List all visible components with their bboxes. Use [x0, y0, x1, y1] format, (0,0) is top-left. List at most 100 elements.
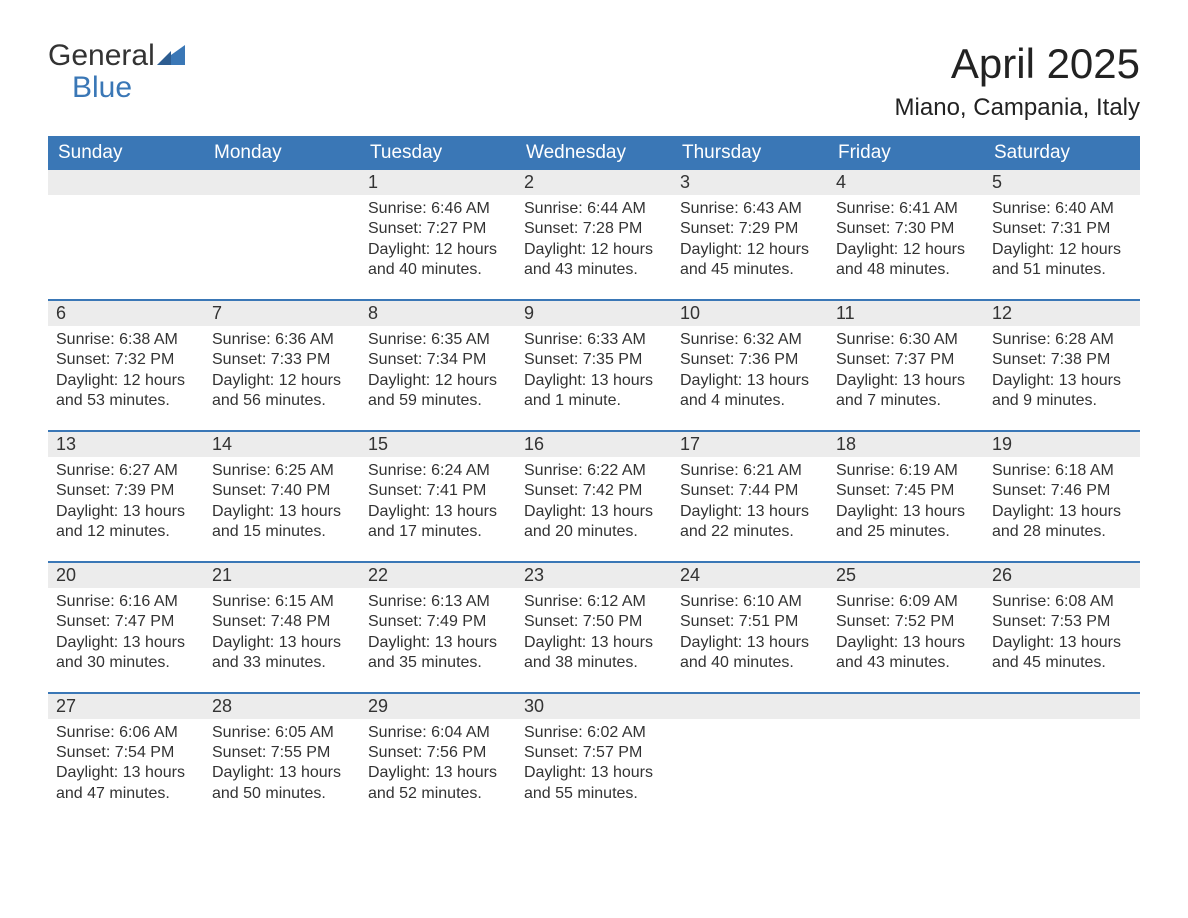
sunset-line: Sunset: 7:38 PM [992, 350, 1132, 370]
sunrise-line: Sunrise: 6:09 AM [836, 592, 976, 612]
day-number: 24 [672, 563, 828, 588]
day-header: Thursday [672, 136, 828, 170]
daylight-line: Daylight: 13 hours and 55 minutes. [524, 763, 664, 804]
calendar-day: 30 Sunrise: 6:02 AMSunset: 7:57 PMDayligh… [516, 693, 672, 823]
day-details: Sunrise: 6:36 AMSunset: 7:33 PMDaylight:… [208, 330, 356, 412]
header-row: General Blue April 2025 Miano, Campania,… [48, 40, 1140, 132]
sunset-line: Sunset: 7:31 PM [992, 219, 1132, 239]
day-details: Sunrise: 6:06 AMSunset: 7:54 PMDaylight:… [52, 723, 200, 805]
day-number: 1 [360, 170, 516, 195]
day-number [828, 694, 984, 719]
sunset-line: Sunset: 7:33 PM [212, 350, 352, 370]
day-number: 8 [360, 301, 516, 326]
sunrise-line: Sunrise: 6:02 AM [524, 723, 664, 743]
calendar-day: 10Sunrise: 6:32 AMSunset: 7:36 PMDayligh… [672, 300, 828, 431]
calendar-day: 28Sunrise: 6:05 AMSunset: 7:55 PMDayligh… [204, 693, 360, 823]
calendar-day: 18Sunrise: 6:19 AMSunset: 7:45 PMDayligh… [828, 431, 984, 562]
calendar-week: 13Sunrise: 6:27 AMSunset: 7:39 PMDayligh… [48, 431, 1140, 562]
sunset-line: Sunset: 7:47 PM [56, 612, 196, 632]
daylight-line: Daylight: 13 hours and 52 minutes. [368, 763, 508, 804]
day-details: Sunrise: 6:46 AMSunset: 7:27 PMDaylight:… [364, 199, 512, 281]
day-number: 19 [984, 432, 1140, 457]
sunrise-line: Sunrise: 6:33 AM [524, 330, 664, 350]
day-number: 16 [516, 432, 672, 457]
logo: General Blue [48, 40, 185, 103]
day-header: Sunday [48, 136, 204, 170]
day-details: Sunrise: 6:10 AMSunset: 7:51 PMDaylight:… [676, 592, 824, 674]
sunset-line: Sunset: 7:44 PM [680, 481, 820, 501]
day-number: 12 [984, 301, 1140, 326]
daylight-line: Daylight: 13 hours and 20 minutes. [524, 502, 664, 543]
day-number: 14 [204, 432, 360, 457]
calendar-day: 7 Sunrise: 6:36 AMSunset: 7:33 PMDaylight… [204, 300, 360, 431]
sunset-line: Sunset: 7:49 PM [368, 612, 508, 632]
sunrise-line: Sunrise: 6:27 AM [56, 461, 196, 481]
sunrise-line: Sunrise: 6:12 AM [524, 592, 664, 612]
sunrise-line: Sunrise: 6:30 AM [836, 330, 976, 350]
sunset-line: Sunset: 7:53 PM [992, 612, 1132, 632]
day-number: 3 [672, 170, 828, 195]
sunset-line: Sunset: 7:41 PM [368, 481, 508, 501]
sunset-line: Sunset: 7:55 PM [212, 743, 352, 763]
calendar-day: 27 Sunrise: 6:06 AMSunset: 7:54 PMDayligh… [48, 693, 204, 823]
daylight-line: Daylight: 13 hours and 4 minutes. [680, 371, 820, 412]
day-header: Monday [204, 136, 360, 170]
day-number: 11 [828, 301, 984, 326]
day-details: Sunrise: 6:24 AMSunset: 7:41 PMDaylight:… [364, 461, 512, 543]
calendar-day: 11Sunrise: 6:30 AMSunset: 7:37 PMDayligh… [828, 300, 984, 431]
daylight-line: Daylight: 12 hours and 51 minutes. [992, 240, 1132, 281]
sunrise-line: Sunrise: 6:28 AM [992, 330, 1132, 350]
calendar-week: 1 Sunrise: 6:46 AMSunset: 7:27 PMDaylight… [48, 170, 1140, 300]
day-number [48, 170, 204, 195]
day-number: 30 [516, 694, 672, 719]
day-details: Sunrise: 6:38 AMSunset: 7:32 PMDaylight:… [52, 330, 200, 412]
day-details: Sunrise: 6:22 AMSunset: 7:42 PMDaylight:… [520, 461, 668, 543]
title-block: April 2025 Miano, Campania, Italy [895, 40, 1140, 132]
calendar-day: 22Sunrise: 6:13 AMSunset: 7:49 PMDayligh… [360, 562, 516, 693]
calendar-day: 23Sunrise: 6:12 AMSunset: 7:50 PMDayligh… [516, 562, 672, 693]
day-details: Sunrise: 6:43 AMSunset: 7:29 PMDaylight:… [676, 199, 824, 281]
daylight-line: Daylight: 12 hours and 43 minutes. [524, 240, 664, 281]
daylight-line: Daylight: 13 hours and 45 minutes. [992, 633, 1132, 674]
day-number: 21 [204, 563, 360, 588]
sunrise-line: Sunrise: 6:24 AM [368, 461, 508, 481]
daylight-line: Daylight: 13 hours and 28 minutes. [992, 502, 1132, 543]
day-details: Sunrise: 6:41 AMSunset: 7:30 PMDaylight:… [832, 199, 980, 281]
calendar-day: 16 Sunrise: 6:22 AMSunset: 7:42 PMDayligh… [516, 431, 672, 562]
day-number [672, 694, 828, 719]
calendar-day: 9Sunrise: 6:33 AMSunset: 7:35 PMDaylight… [516, 300, 672, 431]
day-number: 6 [48, 301, 204, 326]
daylight-line: Daylight: 13 hours and 25 minutes. [836, 502, 976, 543]
day-number: 7 [204, 301, 360, 326]
day-header: Wednesday [516, 136, 672, 170]
daylight-line: Daylight: 13 hours and 38 minutes. [524, 633, 664, 674]
calendar-day: 5Sunrise: 6:40 AMSunset: 7:31 PMDaylight… [984, 170, 1140, 300]
day-details: Sunrise: 6:35 AMSunset: 7:34 PMDaylight:… [364, 330, 512, 412]
sunset-line: Sunset: 7:36 PM [680, 350, 820, 370]
calendar-day: 14Sunrise: 6:25 AMSunset: 7:40 PMDayligh… [204, 431, 360, 562]
sunrise-line: Sunrise: 6:19 AM [836, 461, 976, 481]
day-details: Sunrise: 6:02 AMSunset: 7:57 PMDaylight:… [520, 723, 668, 805]
calendar-day: 15Sunrise: 6:24 AMSunset: 7:41 PMDayligh… [360, 431, 516, 562]
day-number: 2 [516, 170, 672, 195]
daylight-line: Daylight: 12 hours and 56 minutes. [212, 371, 352, 412]
location-subtitle: Miano, Campania, Italy [895, 94, 1140, 122]
sunset-line: Sunset: 7:51 PM [680, 612, 820, 632]
day-number: 27 [48, 694, 204, 719]
calendar-day: 24 Sunrise: 6:10 AMSunset: 7:51 PMDayligh… [672, 562, 828, 693]
calendar-day: 4Sunrise: 6:41 AMSunset: 7:30 PMDaylight… [828, 170, 984, 300]
calendar-body: 1 Sunrise: 6:46 AMSunset: 7:27 PMDaylight… [48, 170, 1140, 822]
sunrise-line: Sunrise: 6:25 AM [212, 461, 352, 481]
daylight-line: Daylight: 12 hours and 53 minutes. [56, 371, 196, 412]
daylight-line: Daylight: 13 hours and 9 minutes. [992, 371, 1132, 412]
day-number [984, 694, 1140, 719]
calendar-day [828, 693, 984, 823]
calendar-day: 29Sunrise: 6:04 AMSunset: 7:56 PMDayligh… [360, 693, 516, 823]
daylight-line: Daylight: 13 hours and 47 minutes. [56, 763, 196, 804]
daylight-line: Daylight: 12 hours and 59 minutes. [368, 371, 508, 412]
sunrise-line: Sunrise: 6:36 AM [212, 330, 352, 350]
calendar-day [672, 693, 828, 823]
sunset-line: Sunset: 7:27 PM [368, 219, 508, 239]
sunrise-line: Sunrise: 6:41 AM [836, 199, 976, 219]
calendar-day: 19Sunrise: 6:18 AMSunset: 7:46 PMDayligh… [984, 431, 1140, 562]
